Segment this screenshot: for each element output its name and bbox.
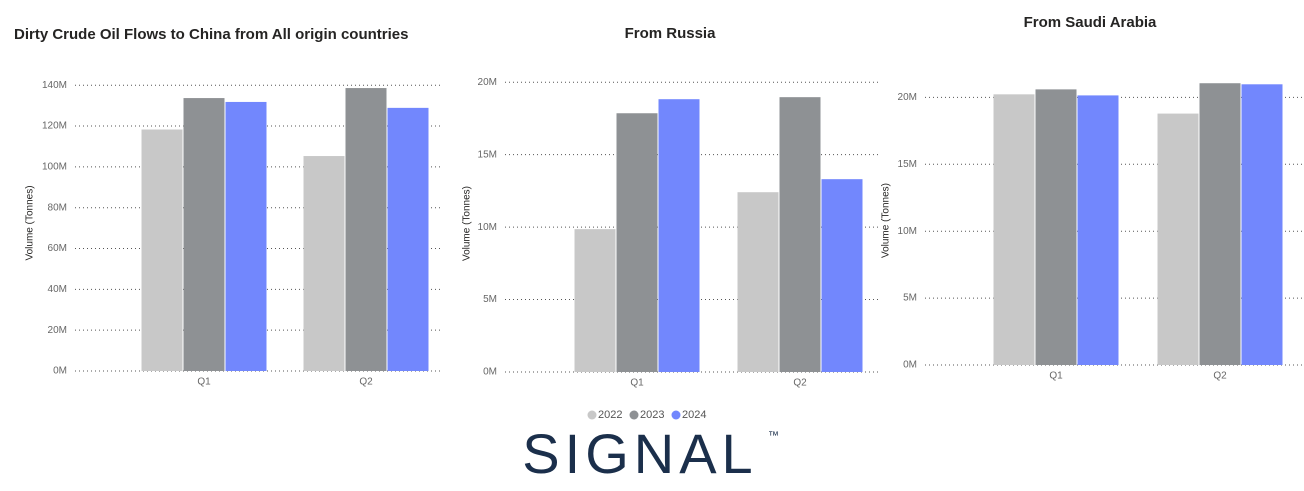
bar [993,94,1035,366]
legend-swatch [587,410,597,420]
bar [779,97,821,372]
bar [1157,113,1199,365]
y-axis-label: Volume (Tonnes) [881,183,892,258]
y-tick-label: 5M [903,293,917,304]
legend-label: 2023 [640,409,664,421]
y-tick-label: 20M [478,77,497,88]
y-tick-label: 10M [898,226,917,237]
y-tick-label: 5M [483,294,497,305]
y-tick-label: 15M [898,159,917,170]
y-tick-label: 60M [48,243,67,254]
bar [616,113,658,372]
y-tick-label: 0M [53,366,67,377]
bar [737,192,779,372]
x-tick-label: Q2 [1213,371,1227,382]
legend-swatch [629,410,639,420]
x-tick-label: Q1 [1049,371,1063,382]
y-tick-label: 120M [42,121,67,132]
y-tick-label: 15M [478,149,497,160]
bar [183,98,225,371]
y-axis-label: Volume (Tonnes) [25,185,36,260]
bar [1035,89,1077,365]
legend-label: 2022 [598,409,622,421]
bar [1077,95,1119,366]
bar [303,156,345,371]
logo-mark: ™ [768,430,779,442]
y-tick-label: 20M [48,325,67,336]
bar [1241,84,1283,365]
bar [821,179,863,372]
x-tick-label: Q1 [630,378,644,389]
x-tick-label: Q1 [197,377,211,388]
bar [225,101,267,372]
y-tick-label: 80M [48,202,67,213]
y-axis-label: Volume (Tonnes) [462,186,473,261]
bar [1199,83,1241,365]
chart-title: From Saudi Arabia [1024,14,1157,31]
logo-text: SIGNAL [522,422,757,485]
bar [141,129,183,371]
x-tick-label: Q2 [793,378,807,389]
legend-label: 2024 [682,409,706,421]
bar [387,107,429,371]
chart-title: From Russia [625,25,717,42]
x-tick-label: Q2 [359,377,373,388]
legend-swatch [671,410,681,420]
y-tick-label: 100M [42,162,67,173]
bar [574,229,616,372]
chart-title: Dirty Crude Oil Flows to China from All … [14,26,408,43]
y-tick-label: 20M [898,92,917,103]
y-tick-label: 140M [42,80,67,91]
y-tick-label: 0M [483,367,497,378]
y-tick-label: 40M [48,284,67,295]
y-tick-label: 0M [903,360,917,371]
bar [345,88,387,372]
y-tick-label: 10M [478,222,497,233]
bar [658,99,700,372]
